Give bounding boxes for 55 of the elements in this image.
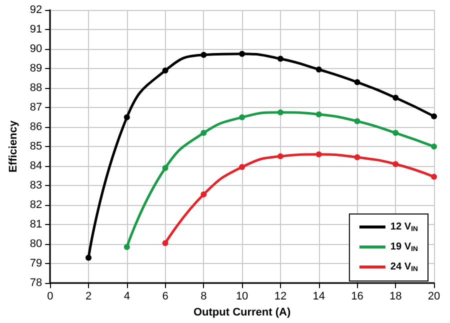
x-tick-label: 0 [47,290,54,303]
x-tick-label: 12 [274,290,287,303]
point [431,113,437,120]
x-tick-label: 8 [200,290,207,303]
y-tick-label: 88 [30,82,42,94]
point [277,109,284,116]
point [200,130,207,136]
x-tick-label: 16 [351,290,364,303]
y-axis-title: Efficiency [8,120,20,173]
y-tick-label: 84 [30,160,42,172]
point [316,66,322,72]
point [354,118,360,124]
x-tick-label: 6 [162,290,168,303]
x-axis-title: Output Current (A) [193,306,291,318]
x-tick-label: 4 [124,290,130,303]
x-tick-label: 2 [85,290,92,303]
point [124,244,130,250]
point [162,67,168,74]
x-tick-label: 18 [389,290,402,303]
y-tick-label: 83 [30,180,42,192]
point [392,130,399,136]
y-tick-label: 78 [30,277,42,290]
point [200,191,207,198]
y-tick-label: 85 [30,140,42,153]
point [316,151,322,158]
y-tick-label: 82 [30,199,42,212]
y-tick-label: 81 [30,218,42,231]
point [239,164,246,170]
y-tick-label: 79 [30,258,42,270]
y-tick-label: 89 [30,62,42,75]
point [124,114,130,120]
point [431,174,437,180]
point [162,165,168,172]
point [277,153,284,160]
point [431,144,437,150]
y-tick-label: 90 [30,43,42,56]
x-tick-label: 10 [236,290,248,303]
point [239,50,246,57]
point [162,240,168,246]
y-tick-label: 87 [30,102,42,114]
point [392,161,399,168]
point [86,254,92,261]
y-tick-label: 92 [30,4,42,16]
x-tick-label: 20 [428,290,440,303]
point [354,79,360,86]
point [200,52,207,58]
y-tick-label: 91 [30,24,42,36]
point [277,56,284,62]
y-tick-label: 80 [30,238,42,250]
point [239,114,246,120]
point [392,94,399,101]
y-tick-label: 86 [30,121,42,134]
point [316,111,322,118]
x-tick-label: 14 [312,290,325,303]
point [354,154,360,160]
